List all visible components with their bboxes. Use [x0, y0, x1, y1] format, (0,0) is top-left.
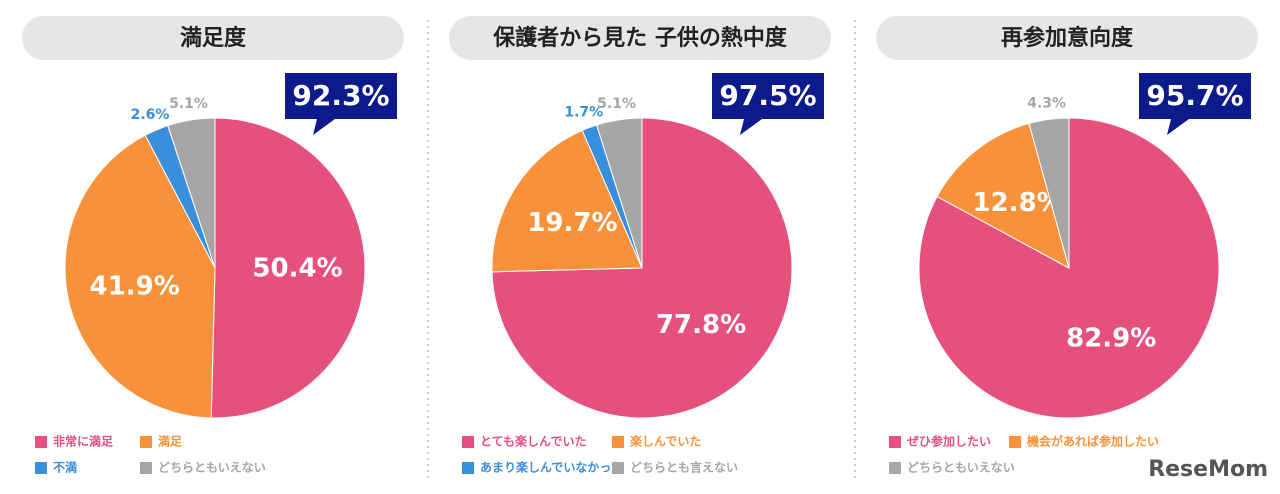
legend-label: 機会があれば参加したい [1027, 434, 1159, 449]
slice-label: 1.7% [564, 105, 603, 121]
callout-text: 97.5% [719, 79, 816, 112]
legend-label: 不満 [53, 460, 77, 475]
slice-label: 5.1% [169, 96, 208, 112]
pie-slice [167, 117, 216, 269]
title-pill [876, 16, 1258, 60]
legend-swatch [462, 436, 474, 448]
legend-swatch [35, 462, 47, 474]
pie-slice [936, 122, 1070, 269]
slice-label: 50.4% [252, 254, 342, 284]
legend-swatch [612, 462, 624, 474]
slice-label: 82.9% [1066, 323, 1156, 353]
slice-label: 19.7% [527, 208, 617, 238]
slice-label: 2.6% [131, 107, 170, 123]
legend-label: ぜひ参加したい [907, 434, 991, 449]
legend-label: 満足 [158, 434, 182, 449]
slice-label: 4.3% [1027, 96, 1066, 112]
slice-label: 5.1% [597, 96, 636, 112]
legend-swatch [889, 436, 901, 448]
chart-title: 再参加意向度 [1001, 25, 1134, 51]
callout-text: 95.7% [1146, 79, 1243, 112]
pie-slice [491, 129, 643, 273]
slice-label: 12.8% [973, 188, 1063, 218]
slice-label: 77.8% [656, 310, 746, 340]
legend-label: 非常に満足 [53, 434, 113, 449]
callout-box [712, 73, 824, 135]
legend-swatch [889, 462, 901, 474]
legend-label: とても楽しんでいた [480, 434, 586, 449]
title-pill [22, 16, 404, 60]
slice-label: 41.9% [90, 271, 180, 301]
callout-text: 92.3% [292, 79, 389, 112]
legend-swatch [35, 436, 47, 448]
pie-slice [596, 117, 643, 269]
pie-slice [1028, 117, 1070, 269]
chart-title: 満足度 [180, 25, 247, 51]
pie-slice [64, 134, 216, 419]
callout-box [1139, 73, 1251, 135]
title-pill [449, 16, 831, 60]
legend-label: あまり楽しんでいなかった [480, 460, 623, 475]
legend-label: どちらともいえない [907, 461, 1015, 475]
legend-swatch [612, 436, 624, 448]
callout-box [285, 73, 397, 135]
legend-swatch [462, 462, 474, 474]
legend-swatch [1009, 436, 1021, 448]
legend-label: どちらともいえない [158, 461, 266, 475]
legend-swatch [140, 462, 152, 474]
watermark: ReseMom [1148, 457, 1268, 482]
legend-label: 楽しんでいた [630, 434, 701, 449]
pie-slice [210, 117, 366, 419]
legend-label: どちらとも言えない [630, 460, 738, 475]
legend-swatch [140, 436, 152, 448]
chart-title: 保護者から見た 子供の熱中度 [492, 25, 788, 51]
